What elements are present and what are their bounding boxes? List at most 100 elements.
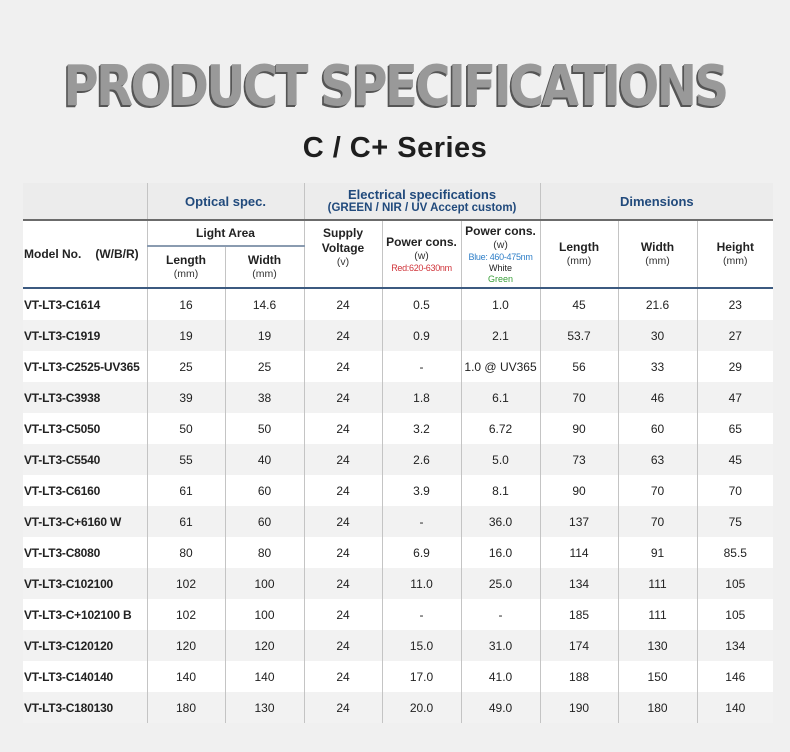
cell-light-length: 140 (146, 661, 225, 692)
cell-dim-height: 47 (696, 382, 774, 413)
spec-table: Optical spec. Electrical specifications … (23, 183, 774, 723)
cell-dim-height: 105 (696, 599, 774, 630)
table-body: VT-LT3-C1614 16 14.6 24 0.5 1.0 45 21.6 23 VT-LT3… (23, 288, 774, 723)
cell-power-blue-white-green: 8.1 (460, 475, 541, 506)
cell-light-width: 40 (224, 444, 305, 475)
cell-power-red: - (381, 599, 462, 630)
cell-dim-length: 90 (539, 475, 619, 506)
header-supply-label: Supply (323, 225, 364, 240)
cell-supply-voltage: 24 (303, 475, 383, 506)
cell-dim-width: 130 (617, 630, 698, 661)
header-light-area: Light Area (146, 220, 305, 247)
cell-power-blue-white-green: 16.0 (460, 537, 541, 568)
cell-dim-length: 114 (539, 537, 619, 568)
cell-power-red: 11.0 (381, 568, 462, 599)
cell-model: VT-LT3-C120120 (23, 630, 147, 661)
cell-model: VT-LT3-C1919 (23, 320, 147, 351)
header-power-label: Power cons. (386, 234, 457, 249)
header-white-note: White (489, 262, 513, 273)
cell-power-red: 6.9 (381, 537, 462, 568)
header-model-label: Model No. (24, 246, 82, 261)
cell-power-blue-white-green: 1.0 @ UV365 (460, 351, 541, 382)
cell-dim-width: 33 (617, 351, 698, 382)
cell-dim-length: 174 (539, 630, 619, 661)
cell-light-width: 19 (224, 320, 305, 351)
table-row: VT-LT3-C5050 50 50 24 3.2 6.72 90 60 65 (23, 413, 774, 444)
cell-light-length: 180 (146, 692, 225, 723)
cell-supply-voltage: 24 (303, 382, 383, 413)
cell-supply-voltage: 24 (303, 537, 383, 568)
cell-light-width: 60 (224, 506, 305, 537)
header-red-wavelength: Red:620-630nm (391, 262, 452, 273)
cell-dim-height: 29 (696, 351, 774, 382)
cell-power-blue-white-green: 25.0 (460, 568, 541, 599)
cell-light-length: 61 (146, 475, 225, 506)
cell-power-red: 0.5 (381, 288, 462, 320)
cell-dim-length: 185 (539, 599, 619, 630)
group-header-row: Optical spec. Electrical specifications … (23, 183, 774, 221)
header-width-label: Width (247, 253, 282, 267)
cell-dim-width: 91 (617, 537, 698, 568)
cell-dim-width: 60 (617, 413, 698, 444)
cell-light-width: 25 (224, 351, 305, 382)
header-mm-unit: (mm) (645, 255, 670, 267)
page-title: PRODUCT SPECIFICATIONS (63, 54, 729, 119)
cell-model: VT-LT3-C140140 (23, 661, 147, 692)
cell-power-blue-white-green: - (460, 599, 541, 630)
cell-light-width: 100 (224, 568, 305, 599)
header-power-label: Power cons. (465, 223, 536, 238)
cell-light-width: 14.6 (224, 288, 305, 320)
cell-supply-voltage: 24 (303, 320, 383, 351)
cell-light-length: 25 (146, 351, 225, 382)
cell-light-length: 39 (146, 382, 225, 413)
series-subtitle: C / C+ Series (302, 132, 488, 164)
cell-dim-width: 180 (617, 692, 698, 723)
cell-dim-length: 137 (539, 506, 619, 537)
header-watt-unit: (w) (493, 238, 508, 251)
table-row: VT-LT3-C+6160 W 61 60 24-36.0 137 70 75 (23, 506, 774, 537)
cell-light-width: 50 (224, 413, 305, 444)
cell-dim-width: 30 (617, 320, 698, 351)
group-header-electrical: Electrical specifications (GREEN / NIR /… (303, 183, 541, 221)
cell-model: VT-LT3-C+6160 W (23, 506, 147, 537)
cell-power-red: 17.0 (381, 661, 462, 692)
cell-light-width: 140 (224, 661, 305, 692)
cell-light-length: 50 (146, 413, 225, 444)
cell-power-red: 3.9 (381, 475, 462, 506)
table-header: Optical spec. Electrical specifications … (23, 183, 774, 289)
header-width-label: Width (640, 240, 675, 254)
cell-dim-length: 188 (539, 661, 619, 692)
cell-model: VT-LT3-C5540 (23, 444, 147, 475)
header-light-length: Length (mm) (146, 246, 225, 289)
header-power-red: Power cons. (w) Red:620-630nm (381, 220, 462, 289)
cell-supply-voltage: 24 (303, 288, 383, 320)
cell-dim-height: 105 (696, 568, 774, 599)
cell-dim-height: 134 (696, 630, 774, 661)
header-mm-unit: (mm) (566, 255, 592, 267)
table-row: VT-LT3-C1614 16 14.6 24 0.5 1.0 45 21.6 23 (23, 288, 774, 320)
header-model: Model No. (W/B/R) (23, 220, 147, 289)
cell-light-width: 80 (224, 537, 305, 568)
header-mm-unit: (mm) (723, 255, 748, 267)
cell-light-length: 61 (146, 506, 225, 537)
cell-dim-height: 23 (696, 288, 774, 320)
cell-dim-width: 21.6 (617, 288, 698, 320)
header-mm-unit: (mm) (173, 268, 199, 280)
cell-dim-height: 75 (696, 506, 774, 537)
cell-light-width: 100 (224, 599, 305, 630)
cell-dim-height: 45 (696, 444, 774, 475)
cell-dim-width: 63 (617, 444, 698, 475)
table-row: VT-LT3-C6160 61 60 24 3.9 8.1 90 70 70 (23, 475, 774, 506)
cell-power-blue-white-green: 49.0 (460, 692, 541, 723)
cell-supply-voltage: 24 (303, 506, 383, 537)
cell-light-width: 120 (224, 630, 305, 661)
cell-model: VT-LT3-C102100 (23, 568, 147, 599)
cell-supply-voltage: 24 (303, 413, 383, 444)
cell-power-blue-white-green: 1.0 (460, 288, 541, 320)
cell-power-blue-white-green: 6.1 (460, 382, 541, 413)
cell-supply-voltage: 24 (303, 661, 383, 692)
cell-supply-voltage: 24 (303, 444, 383, 475)
group-header-optical: Optical spec. (146, 183, 305, 221)
table-row: VT-LT3-C2525-UV365 25 25 24-1.0 @ UV365 56 33… (23, 351, 774, 382)
cell-supply-voltage: 24 (303, 568, 383, 599)
